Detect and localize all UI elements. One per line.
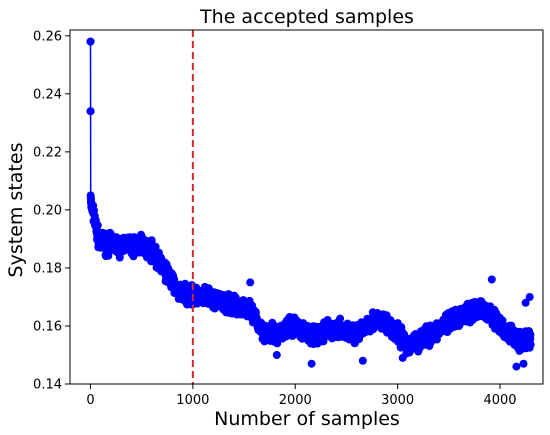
notable-point-6 xyxy=(519,359,528,368)
notable-point-0 xyxy=(86,37,95,46)
x-tick-label-2: 2000 xyxy=(279,393,312,408)
x-tick-label-4: 4000 xyxy=(483,393,516,408)
notable-point-4 xyxy=(487,275,496,284)
notable-point-11 xyxy=(358,356,367,365)
x-tick-label-1: 1000 xyxy=(176,393,209,408)
plot-area: 0 1000 2000 3000 4000 0.14 0.16 0.18 0.20 0.22 0.2… xyxy=(33,29,544,408)
plot-frame xyxy=(69,29,544,385)
y-tick-label-4: 0.22 xyxy=(33,145,62,160)
y-tick-label-2: 0.18 xyxy=(33,261,62,276)
data-point-40 xyxy=(93,221,102,230)
notable-point-8 xyxy=(521,298,530,307)
notable-point-2 xyxy=(307,359,316,368)
x-tick-label-0: 0 xyxy=(86,393,94,408)
data-point-2153 xyxy=(526,330,535,339)
data-point-1223 xyxy=(336,314,345,323)
x-tick-label-3: 3000 xyxy=(381,393,414,408)
chart-title: The accepted samples xyxy=(199,6,414,28)
y-tick-label-3: 0.20 xyxy=(33,203,62,218)
y-tick-label-6: 0.26 xyxy=(33,29,62,44)
y-tick-label-1: 0.16 xyxy=(33,319,62,334)
notable-point-7 xyxy=(525,293,534,301)
x-axis-label: Number of samples xyxy=(214,408,400,430)
notable-point-9 xyxy=(246,278,255,287)
notable-point-3 xyxy=(398,353,407,362)
y-axis-label: System states xyxy=(5,143,27,278)
y-tick-label-5: 0.24 xyxy=(33,87,62,102)
notable-point-10 xyxy=(272,351,281,359)
data-point-2154 xyxy=(526,340,535,349)
notable-point-5 xyxy=(512,362,521,371)
notable-point-1 xyxy=(86,107,95,116)
y-tick-label-0: 0.14 xyxy=(33,378,62,393)
